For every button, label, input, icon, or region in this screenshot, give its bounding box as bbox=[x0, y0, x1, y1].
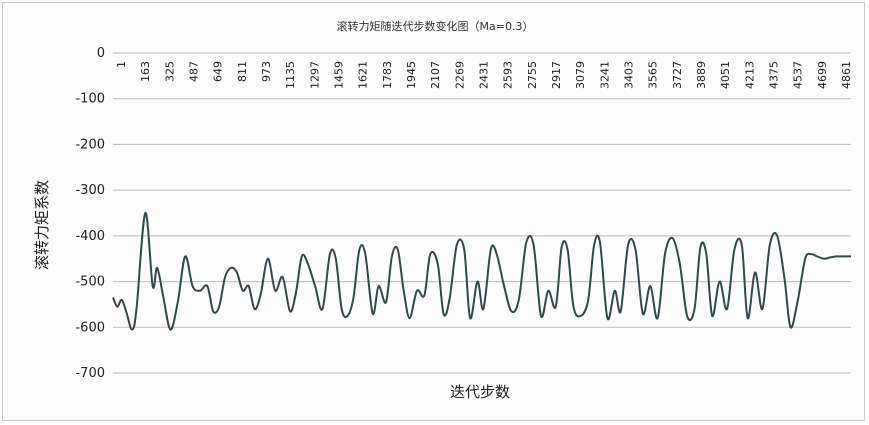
y-tick-label: -600 bbox=[75, 320, 105, 335]
x-tick-label: 4375 bbox=[768, 61, 781, 89]
x-tick-label: 2917 bbox=[550, 61, 563, 89]
x-tick-label: 3565 bbox=[647, 61, 660, 89]
x-tick-label: 325 bbox=[163, 61, 176, 82]
x-tick-label: 1 bbox=[115, 61, 128, 68]
x-tick-label: 2107 bbox=[429, 61, 442, 89]
x-tick-label: 4861 bbox=[840, 61, 853, 89]
x-tick-label: 2269 bbox=[453, 61, 466, 89]
y-tick-label: -700 bbox=[75, 366, 105, 381]
y-tick-label: -400 bbox=[75, 229, 105, 244]
x-tick-label: 1135 bbox=[284, 61, 297, 89]
x-tick-label: 3241 bbox=[598, 61, 611, 89]
series-layer bbox=[112, 211, 851, 331]
y-tick-label: -100 bbox=[75, 92, 105, 107]
x-tick-label: 2431 bbox=[478, 61, 491, 89]
x-tick-label: 163 bbox=[139, 61, 152, 82]
x-tick-label: 1783 bbox=[381, 61, 394, 89]
x-tick-labels: 1 163 325 487 649 811 973 1135 1297 1459 1621 1783 1… bbox=[115, 61, 853, 89]
chart-frame: 滚转力矩随迭代步数变化图（Ma=0.3） 0 -100 -200 -300 -400 -5… bbox=[2, 2, 865, 421]
x-tick-label: 4537 bbox=[792, 61, 805, 89]
x-tick-label: 3403 bbox=[623, 61, 636, 89]
y-tick-label: -200 bbox=[75, 137, 105, 152]
x-tick-label: 2755 bbox=[526, 61, 539, 89]
x-tick-label: 1297 bbox=[308, 61, 321, 89]
y-tick-label: -300 bbox=[75, 183, 105, 198]
y-axis-label: 滚转力矩系数 bbox=[33, 180, 51, 270]
y-tick-labels: 0 -100 -200 -300 -400 -500 -600 -700 bbox=[75, 46, 105, 381]
x-tick-label: 3727 bbox=[671, 61, 684, 89]
x-tick-label: 649 bbox=[212, 61, 225, 82]
x-tick-label: 2593 bbox=[502, 61, 515, 89]
y-tick-label: 0 bbox=[97, 46, 105, 61]
series-line-0 bbox=[112, 211, 851, 331]
gridlines bbox=[113, 52, 851, 374]
x-tick-label: 4051 bbox=[719, 61, 732, 89]
x-tick-label: 1459 bbox=[333, 61, 346, 89]
line-chart: 滚转力矩随迭代步数变化图（Ma=0.3） 0 -100 -200 -300 -400 -5… bbox=[33, 19, 853, 401]
x-axis-label: 迭代步数 bbox=[450, 383, 510, 401]
x-tick-label: 487 bbox=[188, 61, 201, 82]
x-tick-label: 4699 bbox=[816, 61, 829, 89]
chart-title: 滚转力矩随迭代步数变化图（Ma=0.3） bbox=[337, 19, 534, 33]
x-tick-label: 973 bbox=[260, 61, 273, 82]
x-tick-label: 4213 bbox=[743, 61, 756, 89]
x-tick-label: 1621 bbox=[357, 61, 370, 89]
x-tick-label: 3079 bbox=[574, 61, 587, 89]
y-tick-label: -500 bbox=[75, 275, 105, 290]
x-tick-label: 3889 bbox=[695, 61, 708, 89]
x-tick-label: 1945 bbox=[405, 61, 418, 89]
x-tick-label: 811 bbox=[236, 61, 249, 82]
